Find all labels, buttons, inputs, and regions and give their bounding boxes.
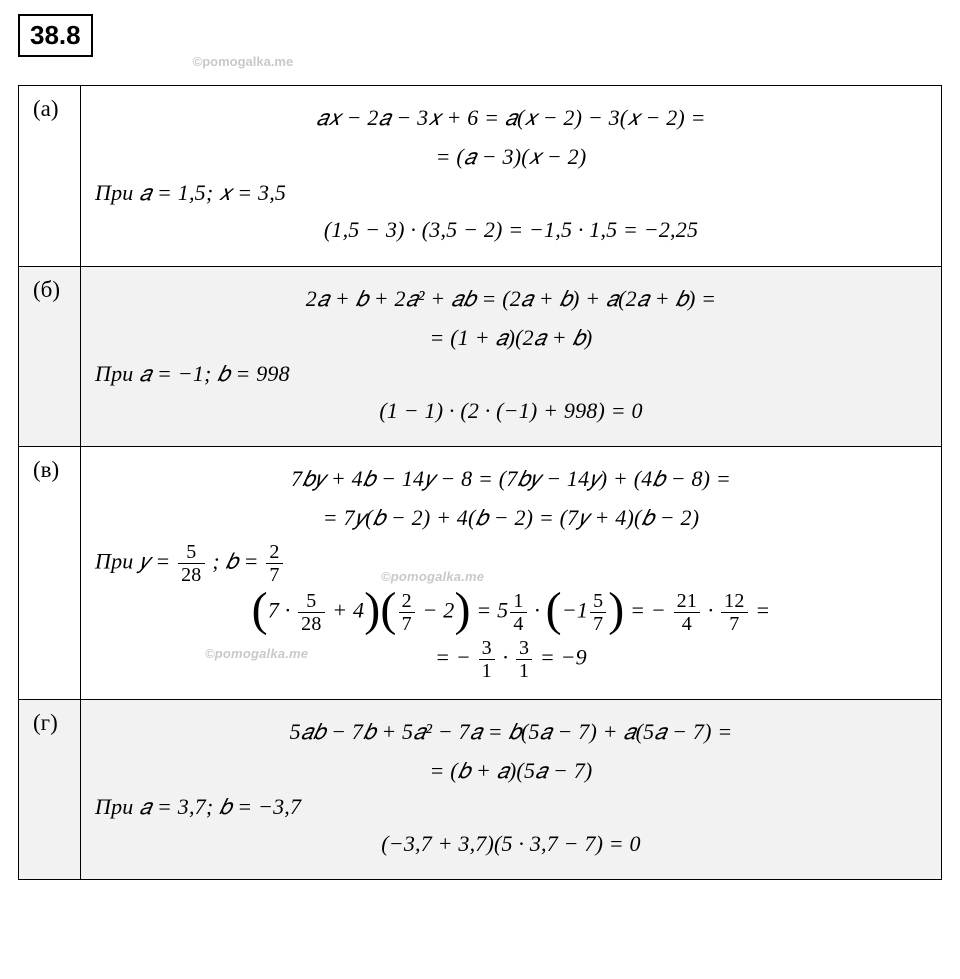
expression: = 7𝑦(𝑏 − 2) + 4(𝑏 − 2) = (7𝑦 + 4)(𝑏 − 2) [95,500,927,535]
solution-table: (а) 𝑎𝑥 − 2𝑎 − 3𝑥 + 6 = 𝑎(𝑥 − 2) − 3(𝑥 − … [18,85,942,880]
denominator: 7 [266,564,282,585]
table-row: (г) 5𝑎𝑏 − 7𝑏 + 5𝑎² − 7𝑎 = 𝑏(5𝑎 − 7) + 𝑎(… [19,699,942,880]
denominator: 4 [510,613,526,634]
calculation: (−3,7 + 3,7)(5 · 3,7 − 7) = 0 [95,826,927,861]
fraction: 31 [477,638,497,681]
denominator: 7 [590,613,606,634]
fraction: 528 [176,542,206,585]
denominator: 4 [674,613,700,634]
row-label-b: (б) [19,266,81,447]
expression: 5𝑎𝑏 − 7𝑏 + 5𝑎² − 7𝑎 = 𝑏(5𝑎 − 7) + 𝑎(5𝑎 −… [95,714,927,749]
denominator: 28 [178,564,204,585]
table-row: (в) 7𝑏𝑦 + 4𝑏 − 14𝑦 − 8 = (7𝑏𝑦 − 14𝑦) + (… [19,447,942,699]
table-row: (а) 𝑎𝑥 − 2𝑎 − 3𝑥 + 6 = 𝑎(𝑥 − 2) − 3(𝑥 − … [19,86,942,267]
calc-text: · [702,597,719,622]
row-body-v: 7𝑏𝑦 + 4𝑏 − 14𝑦 − 8 = (7𝑏𝑦 − 14𝑦) + (4𝑏 −… [81,447,942,699]
expression: 7𝑏𝑦 + 4𝑏 − 14𝑦 − 8 = (7𝑏𝑦 − 14𝑦) + (4𝑏 −… [95,461,927,496]
row-label-g: (г) [19,699,81,880]
numerator: 5 [590,591,606,613]
numerator: 3 [516,638,532,660]
fraction: 31 [514,638,534,681]
expression: = (𝑏 + 𝑎)(5𝑎 − 7) [95,753,927,788]
fraction: 27 [397,591,417,634]
big-paren: ) [454,591,470,629]
row-label-v: (в) [19,447,81,699]
fraction: 214 [672,591,702,634]
calc-text: · [497,644,514,669]
calc-text: = [750,597,771,622]
condition: При 𝑎 = 1,5; 𝑥 = 3,5 [95,180,927,206]
watermark: ©pomogalka.me [205,644,308,665]
expression: 2𝑎 + 𝑏 + 2𝑎² + 𝑎𝑏 = (2𝑎 + 𝑏) + 𝑎(2𝑎 + 𝑏)… [95,281,927,316]
calculation: (1,5 − 3) · (3,5 − 2) = −1,5 · 1,5 = −2,… [95,212,927,247]
big-paren: ) [608,591,624,629]
numerator: 5 [298,591,324,613]
calc-text: = −9 [534,644,587,669]
condition: При 𝑎 = −1; 𝑏 = 998 [95,361,927,387]
denominator: 7 [721,613,747,634]
copyright-header: ©pomogalka.me [193,54,294,69]
denominator: 7 [399,613,415,634]
problem-number: 38.8 [18,14,93,57]
row-label-a: (а) [19,86,81,267]
calculation: (7 · 528 + 4)(27 − 2) = 514 · (−157) = −… [95,591,927,634]
calc-text: 7 · [268,597,296,622]
expression: 𝑎𝑥 − 2𝑎 − 3𝑥 + 6 = 𝑎(𝑥 − 2) − 3(𝑥 − 2) = [95,100,927,135]
calculation: ©pomogalka.me = − 31 · 31 = −9 [95,638,927,681]
table-row: (б) 2𝑎 + 𝑏 + 2𝑎² + 𝑎𝑏 = (2𝑎 + 𝑏) + 𝑎(2𝑎 … [19,266,942,447]
cond-text: ; 𝑏 = [207,548,265,573]
numerator: 21 [674,591,700,613]
big-paren: ( [252,591,268,629]
expression: = (1 + 𝑎)(2𝑎 + 𝑏) [95,320,927,355]
condition: При 𝑦 = 528 ; 𝑏 = 27 ©pomogalka.me [95,542,927,585]
condition: При 𝑎 = 3,7; 𝑏 = −3,7 [95,794,927,820]
calc-text: = 5 [471,597,509,622]
calc-text: −1 [562,597,588,622]
fraction: 57 [588,591,608,634]
fraction: 528 [296,591,326,634]
row-body-a: 𝑎𝑥 − 2𝑎 − 3𝑥 + 6 = 𝑎(𝑥 − 2) − 3(𝑥 − 2) =… [81,86,942,267]
calc-text: = − [435,644,477,669]
numerator: 1 [510,591,526,613]
row-body-g: 5𝑎𝑏 − 7𝑏 + 5𝑎² − 7𝑎 = 𝑏(5𝑎 − 7) + 𝑎(5𝑎 −… [81,699,942,880]
denominator: 1 [479,660,495,681]
numerator: 3 [479,638,495,660]
calc-text: · [529,597,546,622]
fraction: 27 [264,542,284,585]
fraction: 127 [719,591,749,634]
calc-text: − 2 [417,597,455,622]
numerator: 12 [721,591,747,613]
row-body-b: 2𝑎 + 𝑏 + 2𝑎² + 𝑎𝑏 = (2𝑎 + 𝑏) + 𝑎(2𝑎 + 𝑏)… [81,266,942,447]
big-paren: ( [380,591,396,629]
expression: = (𝑎 − 3)(𝑥 − 2) [95,139,927,174]
big-paren: ) [364,591,380,629]
calc-text: = − [624,597,671,622]
calc-text: + 4 [327,597,365,622]
denominator: 1 [516,660,532,681]
calculation: (1 − 1) · (2 · (−1) + 998) = 0 [95,393,927,428]
big-paren: ( [546,591,562,629]
numerator: 2 [399,591,415,613]
watermark: ©pomogalka.me [381,569,484,584]
denominator: 28 [298,613,324,634]
fraction: 14 [508,591,528,634]
cond-text: При 𝑦 = [95,548,176,573]
numerator: 2 [266,542,282,564]
numerator: 5 [178,542,204,564]
